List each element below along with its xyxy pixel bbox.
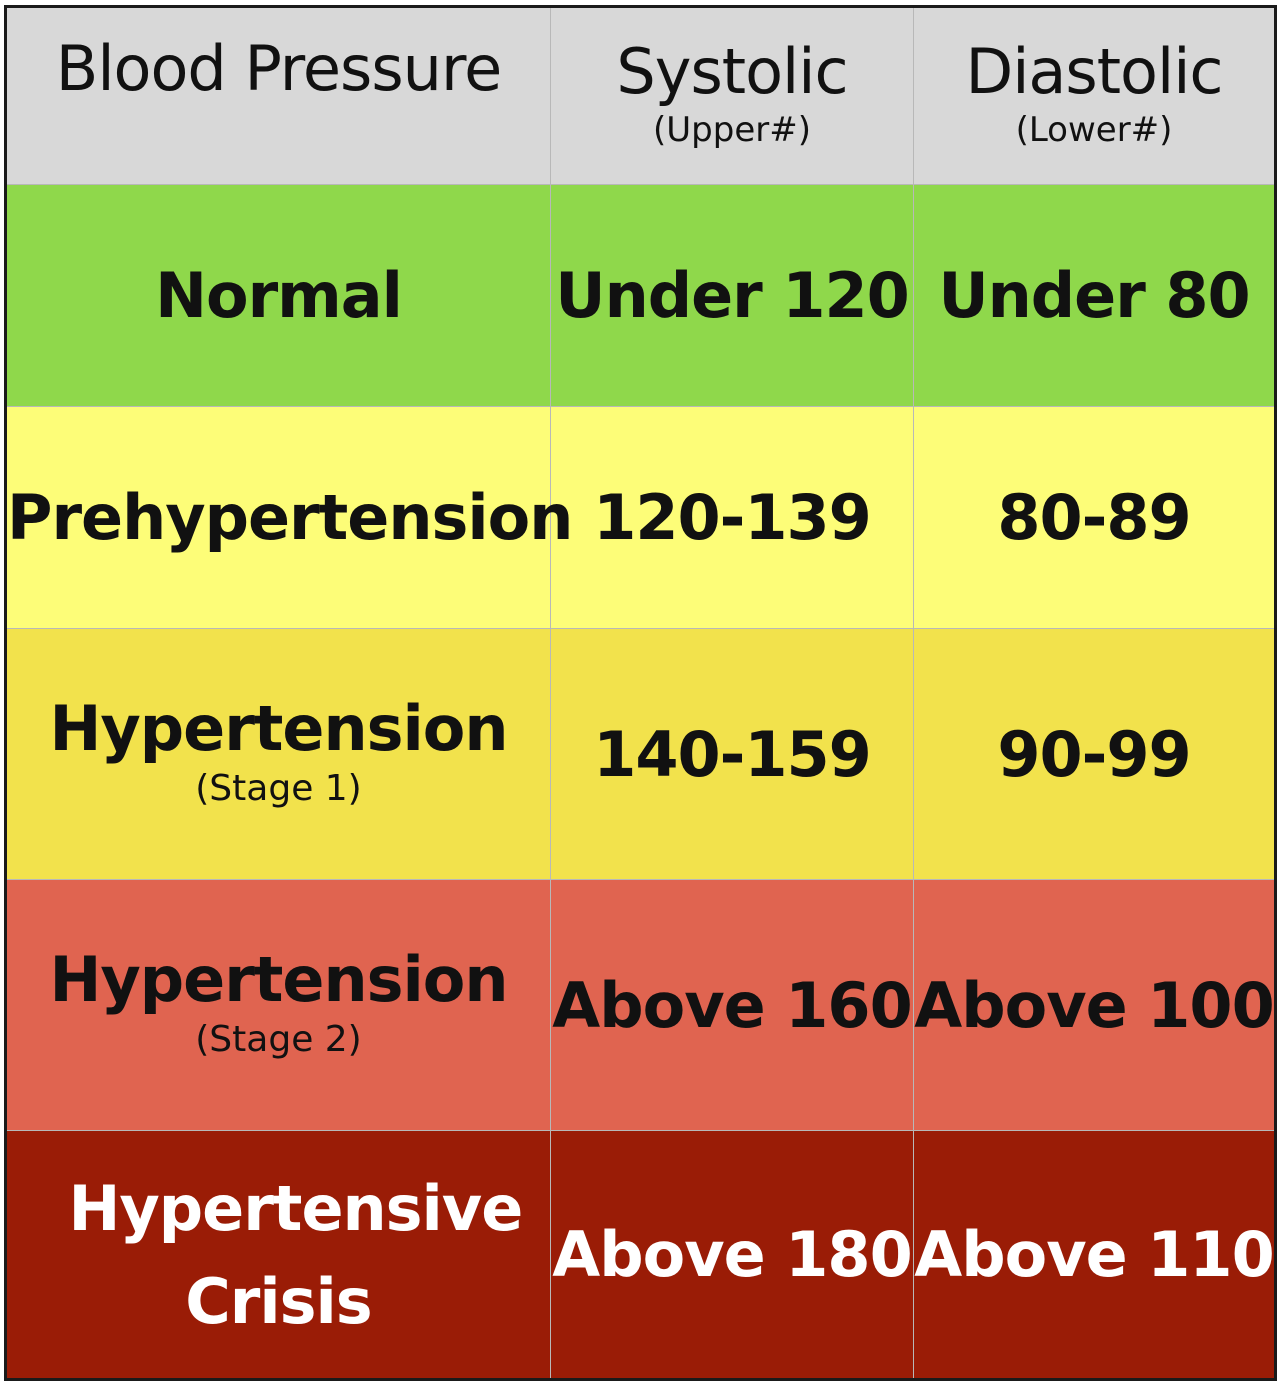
systolic-value: 140-159 [593,717,872,791]
category-label: Hypertensive Crisis [68,1171,524,1338]
blood-pressure-table: Blood Pressure Systolic (Upper#) Diastol… [4,5,1277,1381]
table-row: Normal Under 120 Under 80 [5,184,1276,407]
category-label: Hypertension [49,943,508,1017]
diastolic-cell: Above 100 [913,879,1276,1131]
category-cell: Normal [5,184,551,407]
header-label: Systolic [616,35,848,109]
systolic-value: Above 160 [552,968,912,1042]
header-cell-diastolic: Diastolic (Lower#) [913,6,1276,185]
category-cell: Hypertension (Stage 2) [5,879,551,1131]
header-cell-systolic: Systolic (Upper#) [550,6,914,185]
table-row: Hypertension (Stage 2) Above 160 Above 1… [5,879,1276,1131]
stage-label: (Stage 2) [195,1019,362,1061]
diastolic-value: 90-99 [997,717,1191,791]
diastolic-value: Under 80 [938,259,1250,332]
systolic-cell: Under 120 [550,184,914,407]
header-label: Blood Pressure [55,32,502,106]
header-sublabel: (Lower#) [1015,110,1173,151]
header-cell-category: Blood Pressure [5,6,551,185]
systolic-cell: 120-139 [550,406,914,629]
diastolic-value: Above 100 [914,968,1274,1042]
diastolic-cell: 80-89 [913,406,1276,629]
systolic-cell: Above 180 [550,1130,914,1380]
header-label: Diastolic [965,35,1223,109]
stage-label: (Stage 1) [195,768,362,810]
category-cell: Hypertension (Stage 1) [5,628,551,880]
header-row: Blood Pressure Systolic (Upper#) Diastol… [5,6,1276,185]
table-row: Hypertensive Crisis Above 180 Above 110 [5,1130,1276,1380]
systolic-cell: 140-159 [550,628,914,880]
systolic-value: Under 120 [555,259,910,332]
diastolic-cell: Under 80 [913,184,1276,407]
diastolic-value: 80-89 [997,481,1191,554]
systolic-value: 120-139 [593,481,872,554]
header-sublabel: (Upper#) [653,110,811,151]
category-cell: Hypertensive Crisis [5,1130,551,1380]
table-row: Prehypertension 120-139 80-89 [5,406,1276,629]
diastolic-cell: 90-99 [913,628,1276,880]
systolic-cell: Above 160 [550,879,914,1131]
systolic-value: Above 180 [552,1218,912,1291]
category-cell: Prehypertension [5,406,573,629]
diastolic-cell: Above 110 [913,1130,1276,1380]
diastolic-value: Above 110 [914,1218,1274,1291]
category-label: Normal [155,258,403,332]
category-label: Hypertension [49,692,508,766]
table-row: Hypertension (Stage 1) 140-159 90-99 [5,628,1276,880]
category-label: Prehypertension [7,480,573,554]
